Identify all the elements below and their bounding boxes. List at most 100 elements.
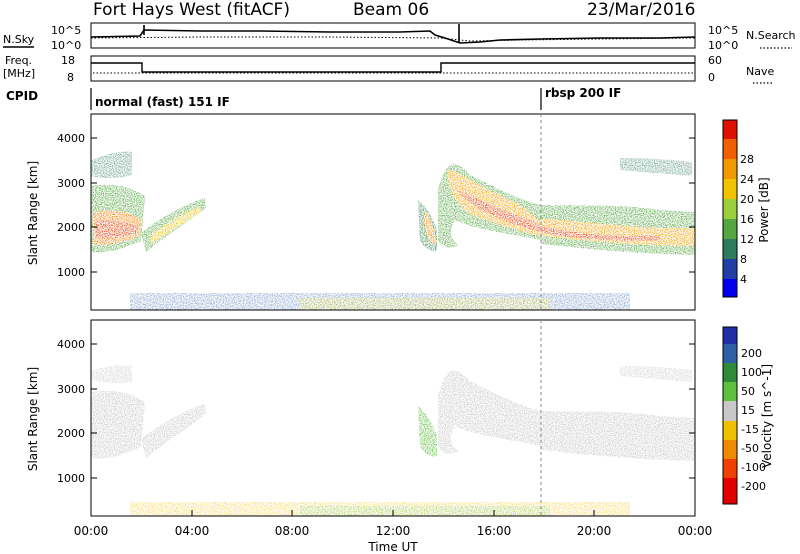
svg-text:20:00: 20:00 bbox=[577, 524, 612, 538]
velocity-cb-tick-neg15: -15 bbox=[741, 423, 759, 436]
svg-text:08:00: 08:00 bbox=[275, 524, 310, 538]
noise-sky-line bbox=[90, 29, 696, 44]
freq-panel: Freq. [MHz] Nave 18 8 60 0 bbox=[3, 54, 774, 84]
svg-text:3000: 3000 bbox=[57, 383, 85, 396]
x-tick-2000: 20:00 bbox=[577, 510, 612, 538]
velocity-colorbar-seg-4 bbox=[723, 401, 737, 421]
velocity-panel: 1000 2000 3000 4000 Slant Range [km] bbox=[26, 319, 696, 517]
velocity-colorbar-seg-8 bbox=[723, 478, 737, 504]
cpid-normal-label: normal (fast) 151 IF bbox=[95, 95, 230, 109]
power-cb-tick-20: 20 bbox=[740, 193, 754, 206]
power-colorbar-seg-6 bbox=[723, 159, 737, 179]
power-echo-area bbox=[91, 151, 695, 310]
velocity-cb-tick-15: 15 bbox=[741, 404, 755, 417]
svg-text:1000: 1000 bbox=[57, 472, 85, 485]
power-ytick-2000: 2000 bbox=[57, 221, 695, 234]
freq-label-line2: [MHz] bbox=[3, 67, 35, 80]
power-colorbar-seg-4 bbox=[723, 199, 737, 219]
velocity-y-axis-label: Slant Range [km] bbox=[26, 367, 40, 471]
nsearch-label: N.Search bbox=[746, 29, 796, 42]
x-tick-2400: 00:00 bbox=[678, 510, 713, 538]
power-ytick-3000: 3000 bbox=[57, 177, 695, 190]
power-cb-tick-12: 12 bbox=[740, 233, 754, 246]
cpid-label: CPID bbox=[6, 89, 38, 103]
power-y-axis-label: Slant Range [km] bbox=[26, 161, 40, 265]
power-ytick-1000: 1000 bbox=[57, 266, 695, 279]
noise-left-tick-high: 10^5 bbox=[51, 24, 81, 37]
velocity-colorbar-seg-0 bbox=[723, 327, 737, 344]
velocity-colorbar-seg-3 bbox=[723, 382, 737, 401]
velocity-ytick-1000: 1000 bbox=[57, 472, 695, 485]
x-axis: 00:00 04:00 08:00 12:00 16:00 20:00 00:0… bbox=[74, 510, 713, 554]
nsky-label: N.Sky bbox=[3, 33, 35, 46]
velocity-cb-tick-50: 50 bbox=[741, 385, 755, 398]
velocity-cb-tick-neg50: -50 bbox=[741, 442, 759, 455]
beam-label: Beam 06 bbox=[353, 0, 430, 20]
velocity-ytick-4000: 4000 bbox=[57, 338, 695, 351]
velocity-colorbar-seg-1 bbox=[723, 344, 737, 363]
power-ytick-4000: 4000 bbox=[57, 132, 695, 145]
freq-left-tick-low: 8 bbox=[67, 71, 74, 84]
velocity-cb-tick-neg100: -100 bbox=[741, 461, 766, 474]
power-panel: 1000 2000 3000 4000 Slant Range [km] bbox=[26, 113, 696, 311]
svg-text:3000: 3000 bbox=[57, 177, 85, 190]
freq-line bbox=[91, 62, 695, 73]
freq-left-tick-high: 18 bbox=[61, 54, 75, 67]
nave-label: Nave bbox=[746, 65, 774, 78]
velocity-colorbar-seg-2 bbox=[723, 363, 737, 382]
velocity-colorbar-seg-6 bbox=[723, 440, 737, 459]
x-tick-0400: 04:00 bbox=[175, 510, 210, 538]
power-cb-tick-16: 16 bbox=[740, 213, 754, 226]
power-cb-tick-8: 8 bbox=[740, 253, 747, 266]
svg-text:00:00: 00:00 bbox=[74, 524, 109, 538]
noise-panel: N.Sky N.Search 10^5 10^0 10^5 10^0 bbox=[3, 22, 796, 52]
svg-text:2000: 2000 bbox=[57, 221, 85, 234]
power-colorbar-seg-8 bbox=[723, 120, 737, 139]
svg-text:04:00: 04:00 bbox=[175, 524, 210, 538]
svg-text:16:00: 16:00 bbox=[477, 524, 512, 538]
power-cb-tick-28: 28 bbox=[740, 153, 754, 166]
velocity-cb-tick-neg200: -200 bbox=[741, 480, 766, 493]
noise-right-tick-high: 10^5 bbox=[708, 24, 738, 37]
x-axis-label: Time UT bbox=[367, 540, 418, 554]
noise-right-tick-low: 10^0 bbox=[708, 39, 738, 52]
date-label: 23/Mar/2016 bbox=[587, 0, 696, 20]
velocity-ytick-3000: 3000 bbox=[57, 383, 695, 396]
power-colorbar-seg-5 bbox=[723, 179, 737, 199]
power-colorbar-label: Power [dB] bbox=[757, 177, 771, 242]
cpid-row: CPID normal (fast) 151 IF rbsp 200 IF bbox=[6, 86, 621, 110]
svg-text:1000: 1000 bbox=[57, 266, 85, 279]
velocity-colorbar-seg-5 bbox=[723, 421, 737, 440]
svg-text:12:00: 12:00 bbox=[376, 524, 411, 538]
svg-text:4000: 4000 bbox=[57, 338, 85, 351]
svg-text:2000: 2000 bbox=[57, 427, 85, 440]
freq-right-tick-low: 0 bbox=[708, 71, 715, 84]
power-colorbar-seg-1 bbox=[723, 259, 737, 279]
x-tick-0800: 08:00 bbox=[275, 510, 310, 538]
power-cb-tick-4: 4 bbox=[740, 273, 747, 286]
power-plot-frame bbox=[90, 113, 696, 311]
power-colorbar-seg-3 bbox=[723, 219, 737, 239]
x-tick-1600: 16:00 bbox=[477, 510, 512, 538]
power-colorbar-seg-7 bbox=[723, 139, 737, 159]
velocity-ytick-2000: 2000 bbox=[57, 427, 695, 440]
svg-text:4000: 4000 bbox=[57, 132, 85, 145]
cpid-rbsp-label: rbsp 200 IF bbox=[545, 86, 621, 100]
x-tick-1200: 12:00 bbox=[376, 510, 411, 538]
svg-text:00:00: 00:00 bbox=[678, 524, 713, 538]
power-colorbar: 4 8 12 16 20 24 28 Power [dB] bbox=[722, 119, 771, 298]
power-cb-tick-24: 24 bbox=[740, 173, 754, 186]
power-colorbar-seg-0 bbox=[723, 279, 737, 297]
freq-right-tick-high: 60 bbox=[708, 54, 722, 67]
velocity-colorbar: 200 100 50 15 -15 -50 -100 -200 Velocity… bbox=[722, 326, 774, 505]
velocity-cb-tick-100: 100 bbox=[741, 366, 762, 379]
power-colorbar-seg-2 bbox=[723, 239, 737, 259]
velocity-colorbar-label: Velocity [m s^-1] bbox=[760, 364, 774, 468]
x-tick-0000: 00:00 bbox=[74, 510, 109, 538]
velocity-echo-area bbox=[91, 365, 695, 516]
velocity-colorbar-seg-7 bbox=[723, 459, 737, 478]
noise-left-tick-low: 10^0 bbox=[51, 39, 81, 52]
station-title: Fort Hays West (fitACF) bbox=[93, 0, 290, 20]
noise-search-line bbox=[90, 36, 696, 42]
